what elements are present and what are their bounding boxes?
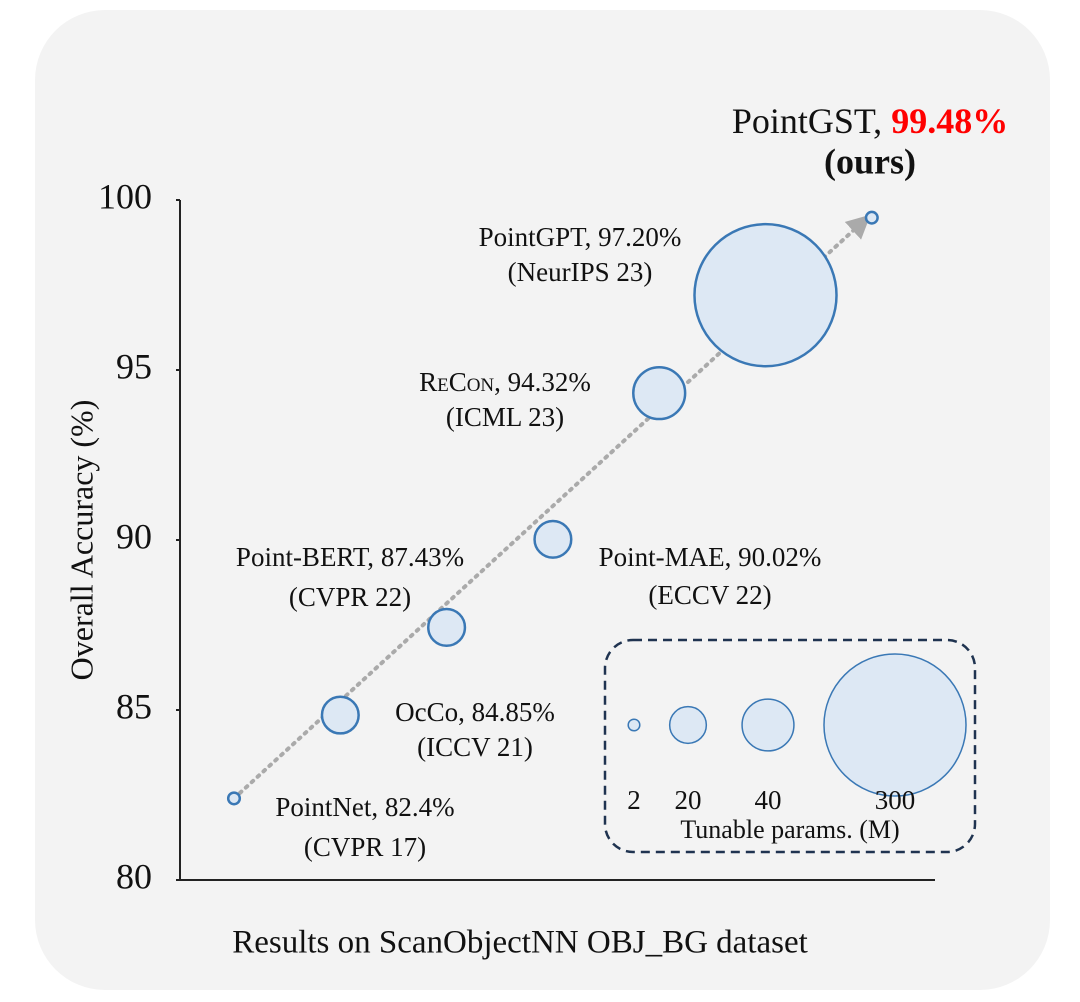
venue-label: (ECCV 22) (648, 580, 771, 610)
y-tick-label: 85 (116, 686, 152, 726)
point-name: PointGST, (732, 101, 882, 141)
legend-size-label: 300 (875, 785, 916, 815)
venue-label: (ours) (824, 141, 916, 181)
value-label: 97.20% (598, 222, 681, 252)
value-label: 84.85% (472, 697, 555, 727)
point-name: Point-BERT, (236, 542, 374, 572)
size-legend-box (603, 638, 977, 854)
point-label: Point-MAE, 90.02% (599, 542, 822, 572)
venue-label: (CVPR 17) (304, 832, 426, 862)
legend-bubble (627, 718, 641, 732)
venue-label: (CVPR 22) (289, 582, 411, 612)
point-label: ReCon, 94.32% (419, 367, 591, 397)
value-label: 99.48% (891, 101, 1008, 141)
point-label: PointGST, 99.48% (732, 101, 1008, 141)
legend-size-label: 2 (627, 785, 641, 815)
y-tick-label: 95 (116, 346, 152, 386)
venue-label: (NeurIPS 23) (508, 257, 653, 287)
bubble (427, 607, 467, 647)
venue-label: (ICCV 21) (417, 732, 533, 762)
legend-bubble (741, 698, 795, 752)
point-label: PointNet, 82.4% (275, 792, 454, 822)
y-tick-label: 90 (116, 516, 152, 556)
bubble (693, 222, 838, 368)
value-label: 82.4% (385, 792, 455, 822)
point-name: PointGPT, (479, 222, 592, 252)
y-tick-label: 80 (116, 856, 152, 896)
x-axis-label: Results on ScanObjectNN OBJ_BG dataset (232, 925, 808, 961)
legend-bubble (668, 705, 708, 745)
point-label: OcCo, 84.85% (395, 697, 555, 727)
legend-size-label: 20 (675, 785, 702, 815)
value-label: 94.32% (508, 367, 591, 397)
bubble (864, 210, 879, 225)
point-label: Point-BERT, 87.43% (236, 542, 464, 572)
legend-size-label: 40 (755, 785, 782, 815)
legend-bubble (823, 653, 967, 797)
bubble (320, 695, 360, 735)
point-name: Point-MAE, (599, 542, 732, 572)
y-axis-label: Overall Accuracy (%) (63, 400, 99, 681)
point-name: PointNet, (275, 792, 378, 822)
venue-label: (ICML 23) (446, 402, 564, 432)
point-name: ReCon, (419, 367, 501, 397)
trend-arrow (232, 214, 871, 801)
value-label: 87.43% (381, 542, 464, 572)
point-label: PointGPT, 97.20% (479, 222, 682, 252)
point-name: OcCo, (395, 697, 465, 727)
size-legend-title: Tunable params. (M) (680, 815, 899, 844)
bubble (533, 519, 573, 559)
value-label: 90.02% (738, 542, 821, 572)
bubble (632, 365, 687, 421)
bubble (226, 791, 242, 806)
y-tick-label: 100 (98, 176, 152, 216)
